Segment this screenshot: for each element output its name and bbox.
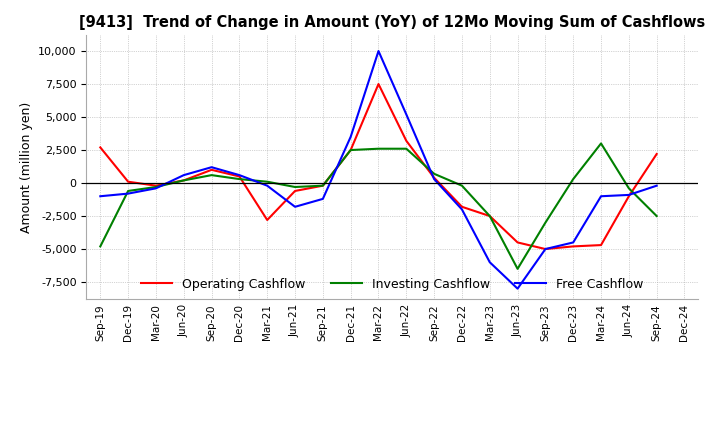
Operating Cashflow <box>569 244 577 249</box>
Operating Cashflow <box>235 174 243 179</box>
Free Cashflow <box>569 240 577 245</box>
Free Cashflow <box>624 192 633 198</box>
Operating Cashflow <box>318 183 327 188</box>
Investing Cashflow <box>291 184 300 190</box>
Free Cashflow <box>513 286 522 291</box>
Investing Cashflow <box>430 171 438 176</box>
Operating Cashflow <box>374 81 383 87</box>
Investing Cashflow <box>624 186 633 191</box>
Investing Cashflow <box>402 146 410 151</box>
Investing Cashflow <box>652 213 661 219</box>
Operating Cashflow <box>402 138 410 143</box>
Investing Cashflow <box>152 184 161 190</box>
Investing Cashflow <box>96 244 104 249</box>
Investing Cashflow <box>597 141 606 146</box>
Operating Cashflow <box>652 151 661 157</box>
Operating Cashflow <box>541 246 550 252</box>
Operating Cashflow <box>291 188 300 194</box>
Free Cashflow <box>346 134 355 139</box>
Operating Cashflow <box>263 217 271 223</box>
Free Cashflow <box>179 172 188 178</box>
Free Cashflow <box>430 176 438 182</box>
Operating Cashflow <box>597 242 606 248</box>
Investing Cashflow <box>179 178 188 183</box>
Free Cashflow <box>597 194 606 199</box>
Operating Cashflow <box>207 167 216 172</box>
Operating Cashflow <box>124 179 132 184</box>
Free Cashflow <box>124 191 132 196</box>
Investing Cashflow <box>374 146 383 151</box>
Free Cashflow <box>541 246 550 252</box>
Free Cashflow <box>263 183 271 188</box>
Legend: Operating Cashflow, Investing Cashflow, Free Cashflow: Operating Cashflow, Investing Cashflow, … <box>136 273 649 296</box>
Y-axis label: Amount (million yen): Amount (million yen) <box>19 102 32 233</box>
Investing Cashflow <box>458 183 467 188</box>
Investing Cashflow <box>263 179 271 184</box>
Operating Cashflow <box>430 175 438 180</box>
Free Cashflow <box>458 207 467 212</box>
Investing Cashflow <box>569 176 577 182</box>
Investing Cashflow <box>485 213 494 219</box>
Free Cashflow <box>152 186 161 191</box>
Operating Cashflow <box>485 213 494 219</box>
Operating Cashflow <box>152 183 161 188</box>
Free Cashflow <box>235 172 243 178</box>
Investing Cashflow <box>318 183 327 188</box>
Free Cashflow <box>291 204 300 209</box>
Line: Investing Cashflow: Investing Cashflow <box>100 143 657 269</box>
Investing Cashflow <box>207 172 216 178</box>
Operating Cashflow <box>346 147 355 153</box>
Operating Cashflow <box>179 178 188 183</box>
Investing Cashflow <box>346 147 355 153</box>
Free Cashflow <box>207 165 216 170</box>
Investing Cashflow <box>541 220 550 225</box>
Line: Free Cashflow: Free Cashflow <box>100 51 657 289</box>
Free Cashflow <box>402 112 410 117</box>
Line: Operating Cashflow: Operating Cashflow <box>100 84 657 249</box>
Free Cashflow <box>485 260 494 265</box>
Free Cashflow <box>374 48 383 54</box>
Title: [9413]  Trend of Change in Amount (YoY) of 12Mo Moving Sum of Cashflows: [9413] Trend of Change in Amount (YoY) o… <box>79 15 706 30</box>
Investing Cashflow <box>513 266 522 271</box>
Investing Cashflow <box>235 176 243 182</box>
Investing Cashflow <box>124 188 132 194</box>
Free Cashflow <box>652 183 661 188</box>
Free Cashflow <box>318 196 327 202</box>
Operating Cashflow <box>513 240 522 245</box>
Free Cashflow <box>96 194 104 199</box>
Operating Cashflow <box>458 204 467 209</box>
Operating Cashflow <box>624 194 633 199</box>
Operating Cashflow <box>96 145 104 150</box>
